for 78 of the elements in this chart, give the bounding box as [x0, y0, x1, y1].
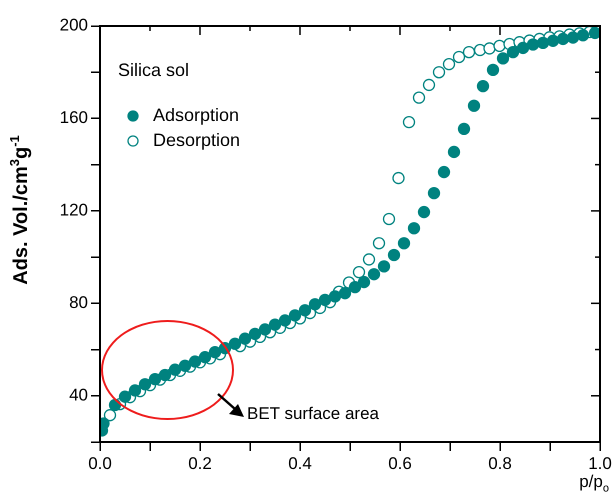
point: [308, 298, 322, 310]
point: [228, 338, 242, 350]
point: [372, 237, 386, 250]
point: [128, 384, 142, 397]
point: [198, 351, 212, 364]
point: [462, 46, 476, 58]
x-tick-label: 0.2: [188, 454, 212, 473]
point: [358, 276, 370, 288]
point: [138, 378, 152, 390]
point: [258, 323, 272, 336]
point: [328, 290, 342, 303]
point: [486, 64, 500, 76]
annotation: BET surface area: [247, 404, 379, 424]
point: [458, 122, 470, 135]
point: [422, 78, 436, 92]
point: [432, 66, 446, 78]
y-tick-label: 40: [69, 385, 88, 404]
point: [338, 287, 352, 300]
point: [526, 38, 540, 51]
x-tick-label: 0.0: [88, 454, 112, 473]
point: [398, 237, 410, 250]
point: [556, 32, 570, 46]
point: [388, 248, 400, 262]
point: [288, 309, 302, 322]
point: [483, 42, 496, 55]
point: [318, 294, 332, 306]
legend-title: Silica sol: [118, 60, 190, 80]
point: [448, 146, 460, 158]
point: [442, 58, 456, 70]
point: [368, 268, 380, 280]
point: [362, 253, 376, 266]
point: [208, 346, 222, 358]
point: [438, 166, 450, 178]
point: [158, 368, 172, 382]
point: [536, 36, 550, 50]
point: [506, 46, 520, 58]
point: [378, 260, 390, 273]
point: [168, 364, 182, 376]
point: [493, 40, 506, 52]
point: [452, 50, 466, 64]
point: [588, 26, 600, 40]
x-axis-title: p/p$_{o}$: [579, 472, 609, 494]
point: [392, 172, 405, 184]
point: [428, 186, 440, 200]
point: [496, 52, 510, 65]
point: [408, 222, 420, 234]
point: [148, 372, 162, 386]
point: [382, 212, 396, 226]
y-tick-label: 200: [60, 16, 88, 35]
point: [178, 360, 192, 372]
point: [118, 390, 132, 403]
point: [566, 31, 580, 44]
point: [348, 281, 362, 294]
legend-label: Desorption: [153, 130, 240, 150]
point: [412, 91, 426, 104]
point: [402, 116, 416, 128]
point: [546, 34, 560, 47]
y-tick-label: 120: [60, 200, 88, 220]
point: [418, 206, 430, 218]
y-tick-label: 160: [60, 108, 88, 128]
point: [352, 266, 366, 278]
legend-label: Adsorption: [153, 104, 240, 125]
y-tick-label: 80: [69, 293, 88, 312]
x-tick-label: 0.8: [488, 454, 512, 473]
point: [576, 29, 590, 42]
x-tick-label: 0.6: [388, 454, 412, 473]
point: [468, 100, 480, 112]
point: [476, 80, 490, 92]
point: [248, 328, 262, 340]
point: [188, 355, 202, 368]
point: [268, 318, 282, 331]
point: [238, 332, 252, 345]
x-tick-label: 0.4: [288, 454, 312, 473]
x-tick-label: 1.0: [588, 454, 612, 473]
point: [298, 304, 312, 316]
point: [104, 409, 116, 422]
point: [278, 314, 292, 327]
point: [516, 42, 530, 54]
